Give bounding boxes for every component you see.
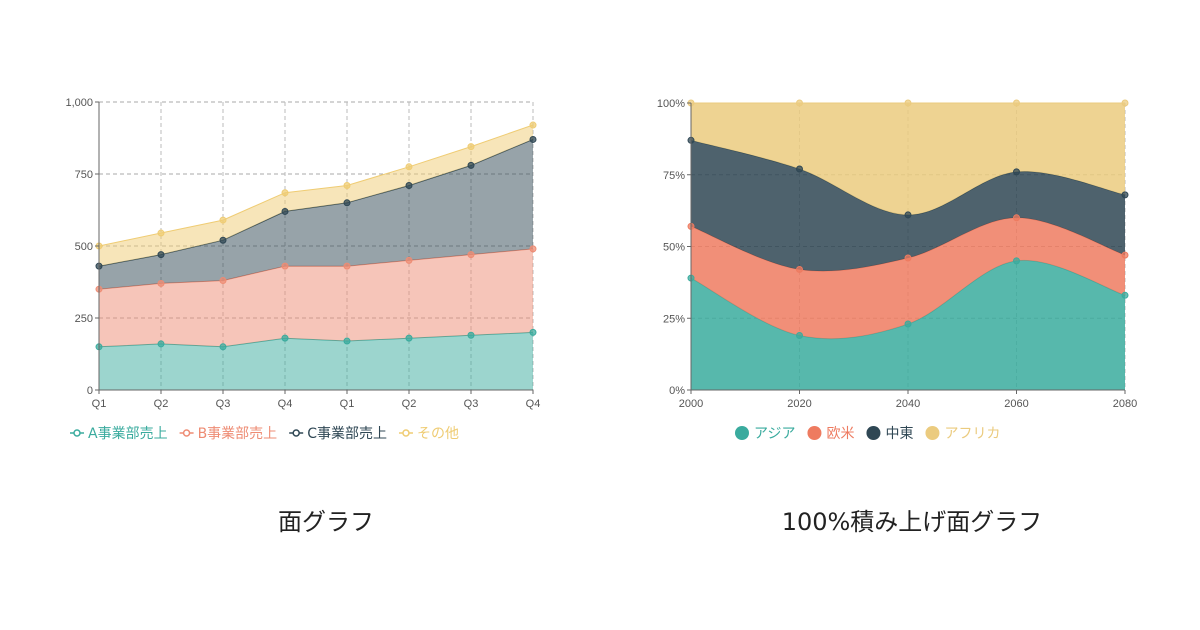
data-point xyxy=(219,216,227,224)
data-point xyxy=(1121,191,1129,199)
x-tick-label: Q2 xyxy=(154,398,169,410)
area-line-4 xyxy=(98,124,534,247)
data-point xyxy=(405,334,413,342)
x-tick-label: Q3 xyxy=(464,398,479,410)
x-tick-label: Q4 xyxy=(526,398,541,410)
data-point xyxy=(467,331,475,339)
legend-label: その他 xyxy=(417,426,459,442)
data-point xyxy=(281,207,289,215)
x-tick-label: Q1 xyxy=(92,398,107,410)
data-point xyxy=(904,254,912,262)
data-point xyxy=(904,99,912,107)
data-point xyxy=(1121,251,1129,259)
data-point xyxy=(157,340,165,348)
data-point xyxy=(1121,99,1129,107)
data-point xyxy=(157,251,165,259)
legend-label: 中東 xyxy=(885,426,913,442)
x-tick-label: 2060 xyxy=(1004,398,1028,410)
data-point xyxy=(281,334,289,342)
legend-marker xyxy=(735,426,749,440)
y-tick-label: 50% xyxy=(663,242,685,254)
y-tick-label: 100% xyxy=(657,98,685,110)
data-point xyxy=(157,229,165,237)
y-tick-label: 250 xyxy=(75,313,93,325)
data-point xyxy=(467,143,475,151)
legend-label: 欧米 xyxy=(826,426,854,442)
y-tick-label: 1,000 xyxy=(65,97,93,109)
data-point xyxy=(405,256,413,264)
y-tick-label: 25% xyxy=(663,313,685,325)
data-point xyxy=(467,251,475,259)
data-point xyxy=(529,328,537,336)
data-point xyxy=(796,165,803,173)
legend-marker xyxy=(182,429,191,437)
data-point xyxy=(219,343,227,351)
legend-label: C事業部売上 xyxy=(307,426,387,442)
area-2 xyxy=(99,248,533,347)
x-tick-label: 2020 xyxy=(787,398,811,410)
area-3 xyxy=(99,139,533,290)
data-point xyxy=(281,189,289,197)
data-point xyxy=(904,320,912,328)
data-point xyxy=(1013,214,1020,222)
legend-label: B事業部売上 xyxy=(198,426,278,442)
data-point xyxy=(1013,168,1020,176)
data-point xyxy=(796,99,803,107)
legend-label: A事業部売上 xyxy=(88,426,168,442)
data-point xyxy=(904,211,912,219)
legend-marker xyxy=(807,426,822,440)
area-2 xyxy=(691,217,1125,339)
legend-marker xyxy=(925,426,940,440)
chart-title-percent-area: 100%積み上げ面グラフ xyxy=(782,508,1043,536)
percent-area-chart: 0% 25% 50% 75% 100% 2000 2020 2040 2060 2080 アジア 欧米… xyxy=(657,98,1137,442)
data-point xyxy=(343,182,351,190)
y-tick-label: 0 xyxy=(87,385,93,397)
data-point xyxy=(219,277,227,285)
data-point xyxy=(529,135,537,143)
data-point xyxy=(343,337,351,345)
data-point xyxy=(343,262,351,270)
y-tick-label: 0% xyxy=(669,385,685,397)
legend-marker xyxy=(73,429,81,437)
data-point xyxy=(219,236,227,244)
area-1 xyxy=(99,332,533,390)
data-point xyxy=(1013,99,1020,107)
y-tick-label: 500 xyxy=(75,241,93,253)
x-tick-label: Q3 xyxy=(216,398,231,410)
x-tick-label: Q1 xyxy=(340,398,355,410)
data-point xyxy=(157,279,165,287)
data-point xyxy=(281,262,289,270)
legend-label: アフリカ xyxy=(944,426,1000,442)
data-point xyxy=(529,121,537,129)
data-point xyxy=(796,265,803,273)
data-point xyxy=(405,163,413,171)
area-4 xyxy=(691,103,1125,215)
y-tick-label: 75% xyxy=(663,170,685,182)
data-point xyxy=(1013,257,1020,265)
data-point xyxy=(529,245,537,253)
area-chart: 0 250 500 750 1,000 Q1 Q2 Q3 Q4 Q1 Q2 Q3 Q4 A事業部売上 B事業… xyxy=(65,97,540,442)
x-tick-label: Q4 xyxy=(278,398,293,410)
data-point xyxy=(343,199,351,207)
legend-marker xyxy=(402,429,410,437)
x-tick-label: 2040 xyxy=(896,398,920,410)
area-4 xyxy=(99,125,533,267)
x-tick-label: Q2 xyxy=(402,398,417,410)
data-point xyxy=(405,182,413,190)
data-point xyxy=(467,161,475,169)
x-tick-label: 2000 xyxy=(679,398,703,410)
y-tick-label: 750 xyxy=(75,169,93,181)
chart-title-area: 面グラフ xyxy=(278,508,374,536)
legend-marker xyxy=(866,426,881,440)
x-tick-label: 2080 xyxy=(1113,398,1137,410)
data-point xyxy=(1121,291,1129,299)
data-point xyxy=(796,331,803,339)
legend-marker xyxy=(292,429,300,437)
legend-label: アジア xyxy=(754,426,795,442)
